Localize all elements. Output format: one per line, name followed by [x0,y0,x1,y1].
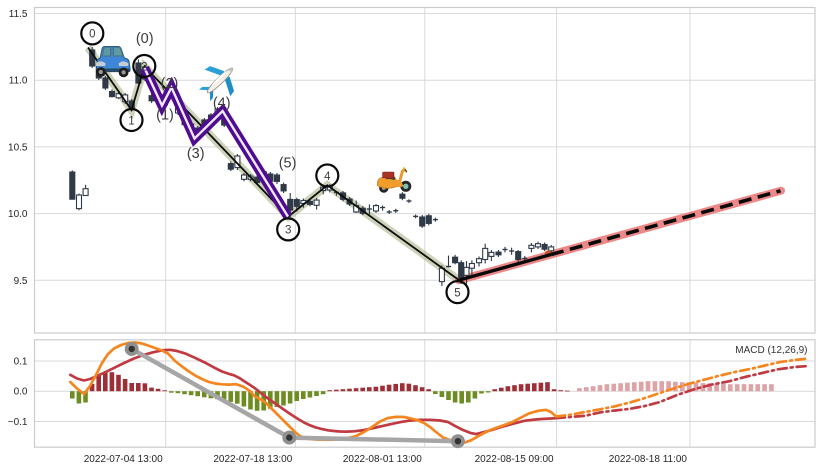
svg-text:0.1: 0.1 [14,357,28,368]
svg-text:2022-07-04 13:00: 2022-07-04 13:00 [84,454,163,465]
svg-text:(2): (2) [161,76,179,92]
svg-text:−0.1: −0.1 [8,417,28,428]
svg-text:(4): (4) [213,95,231,111]
svg-text:2022-08-01 13:00: 2022-08-01 13:00 [343,454,422,465]
svg-text:2022-07-18 13:00: 2022-07-18 13:00 [213,454,292,465]
svg-text:(0): (0) [136,31,154,47]
svg-text:1: 1 [128,115,134,127]
svg-text:MACD (12,26,9): MACD (12,26,9) [735,345,807,356]
svg-text:(5): (5) [279,155,297,171]
svg-text:(3): (3) [187,146,205,162]
svg-text:2022-08-18 11:00: 2022-08-18 11:00 [609,454,688,465]
svg-text:5: 5 [454,287,460,299]
svg-text:2: 2 [141,61,147,73]
svg-text:(1): (1) [156,108,174,124]
svg-text:3: 3 [285,225,291,237]
svg-text:0.0: 0.0 [14,387,28,398]
svg-text:2022-08-15 09:00: 2022-08-15 09:00 [475,454,554,465]
svg-text:9.5: 9.5 [14,276,28,287]
svg-text:10.5: 10.5 [8,142,28,153]
svg-text:10.0: 10.0 [8,209,28,220]
svg-text:11.5: 11.5 [9,9,28,20]
svg-text:11.0: 11.0 [9,76,28,87]
svg-text:0: 0 [89,29,95,41]
svg-text:4: 4 [324,171,331,183]
